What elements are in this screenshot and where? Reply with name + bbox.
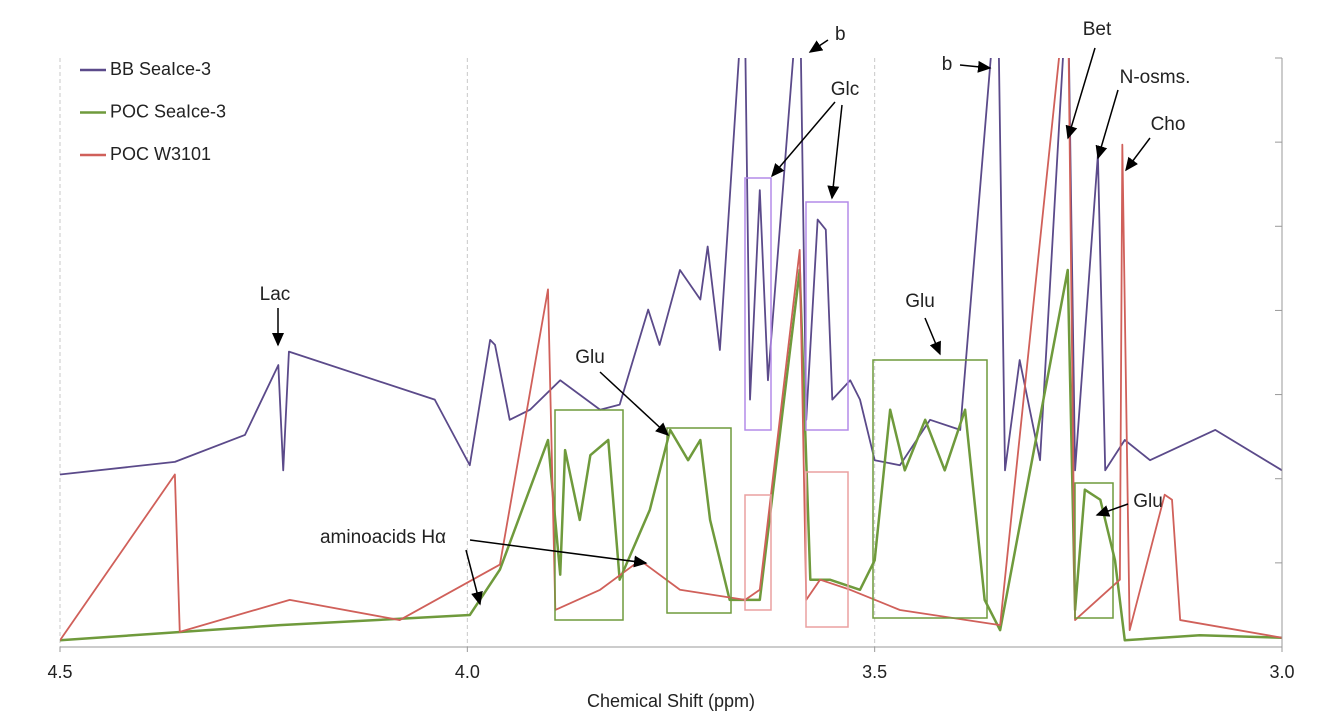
arrow bbox=[771, 101, 836, 178]
highlight-box bbox=[872, 359, 988, 619]
x-tick-label: 4.0 bbox=[455, 662, 480, 682]
arrow bbox=[465, 549, 483, 606]
annotation: N-osms. bbox=[1120, 67, 1191, 88]
arrow bbox=[599, 371, 670, 437]
highlight-box bbox=[666, 427, 732, 614]
highlight-box bbox=[554, 409, 624, 621]
x-tick-label: 3.0 bbox=[1269, 662, 1294, 682]
highlight-box bbox=[744, 494, 772, 611]
arrow bbox=[924, 317, 941, 356]
annotation: b bbox=[942, 54, 953, 75]
annotation: b bbox=[835, 24, 846, 45]
annotation: Glu bbox=[905, 291, 935, 312]
grid bbox=[59, 58, 1283, 647]
arrow bbox=[1065, 47, 1096, 140]
annotation: Glu bbox=[1133, 491, 1163, 512]
arrow bbox=[1125, 137, 1151, 172]
annotation: Cho bbox=[1151, 114, 1186, 135]
legend-label: POC SeaIce-3 bbox=[110, 101, 226, 121]
highlight-box bbox=[744, 177, 772, 431]
arrow bbox=[1095, 89, 1119, 160]
arrow bbox=[1095, 503, 1129, 517]
annotations: Lac Glu Glc b b Bet N-osms. Cho Glu Glu … bbox=[260, 19, 1191, 628]
annotation: aminoacids Hα bbox=[320, 527, 446, 548]
axes: 4.5 4.0 3.5 3.0 bbox=[47, 57, 1295, 682]
annotation: Glc bbox=[831, 79, 860, 100]
annotation: Bet bbox=[1083, 19, 1112, 40]
x-tick-label: 3.5 bbox=[862, 662, 887, 682]
annotation: Lac bbox=[260, 284, 291, 305]
highlight-box bbox=[1074, 482, 1114, 619]
annotation: Glu bbox=[575, 347, 605, 368]
x-axis-title: Chemical Shift (ppm) bbox=[587, 691, 755, 711]
arrow bbox=[808, 39, 829, 53]
legend: BB SeaIce-3 POC SeaIce-3 POC W3101 bbox=[80, 59, 226, 164]
highlight-box bbox=[805, 201, 849, 431]
legend-label: POC W3101 bbox=[110, 144, 211, 164]
plot-area bbox=[60, 58, 1282, 642]
spectrum-line bbox=[60, 58, 1282, 641]
spectrum-line bbox=[60, 58, 1282, 476]
arrow bbox=[469, 539, 648, 568]
x-tick-label: 4.5 bbox=[47, 662, 72, 682]
legend-label: BB SeaIce-3 bbox=[110, 59, 211, 79]
arrow bbox=[827, 104, 843, 200]
spectrum-line bbox=[60, 268, 1282, 642]
arrow bbox=[959, 60, 992, 73]
highlight-box bbox=[805, 471, 849, 628]
